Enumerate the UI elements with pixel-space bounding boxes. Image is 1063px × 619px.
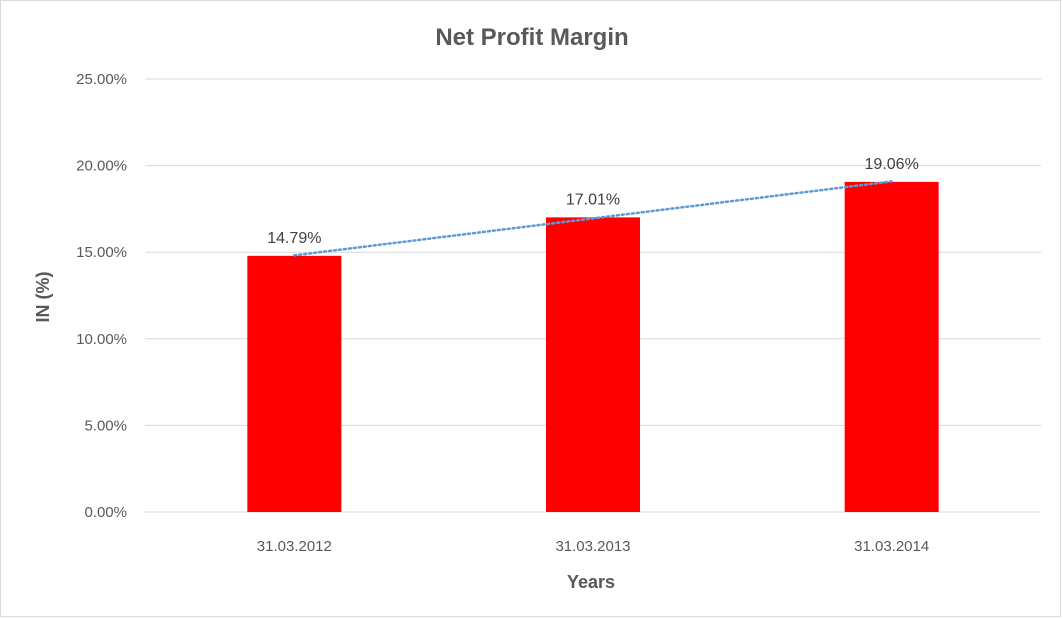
y-tick-label: 15.00% [76,244,127,261]
trendline [293,180,893,257]
y-axis-ticks: 0.00% 5.00% 10.00% 15.00% 20.00% 25.00% [76,71,127,521]
data-label: 19.06% [865,156,919,173]
data-label: 17.01% [566,191,620,208]
bar [546,217,640,513]
y-axis-title: IN (%) [33,272,53,323]
trendline-layer [293,180,893,257]
y-tick-label: 0.00% [84,504,127,521]
bars [247,181,939,513]
bar [247,255,342,512]
bar [844,181,939,512]
y-tick-label: 5.00% [84,417,127,434]
x-tick-label: 31.03.2014 [854,538,929,555]
y-tick-label: 10.00% [76,331,127,348]
data-labels: 14.79% 17.01% 19.06% [267,156,919,247]
x-axis-ticks: 31.03.2012 31.03.2013 31.03.2014 [257,538,929,555]
y-tick-label: 25.00% [76,71,127,88]
x-tick-label: 31.03.2013 [555,538,630,555]
chart-title: Net Profit Margin [435,24,628,51]
y-tick-label: 20.00% [76,158,127,175]
data-label: 14.79% [267,230,321,247]
x-axis-title: Years [567,572,615,592]
x-tick-label: 31.03.2012 [257,538,332,555]
